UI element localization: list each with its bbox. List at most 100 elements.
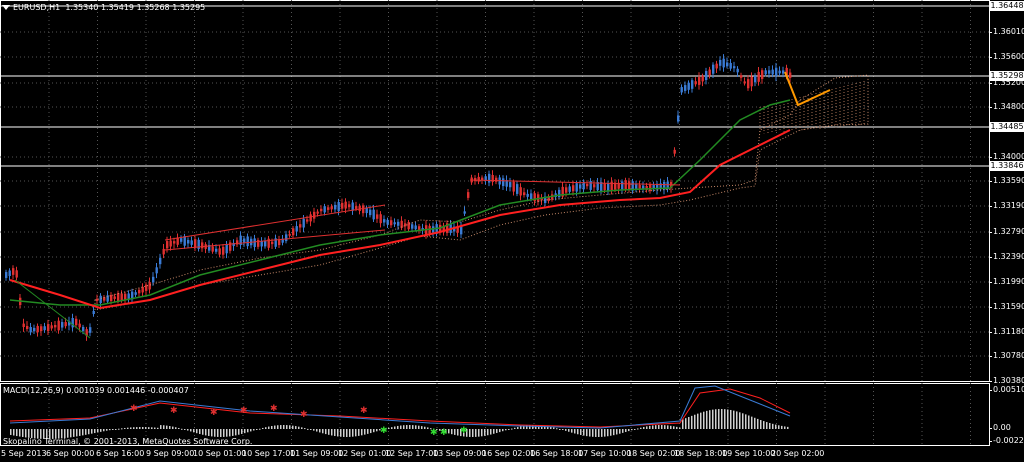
horizontal-line-price-label[interactable]: 1.33846: [990, 161, 1024, 171]
macd-histogram-bar: [28, 429, 30, 438]
candle-body: [635, 184, 638, 189]
candle-body: [253, 238, 256, 248]
time-tick: 9 Sep 09:00: [146, 449, 195, 458]
macd-histogram-bar: [430, 428, 432, 430]
candle-body: [64, 322, 67, 327]
candle-body: [327, 207, 330, 210]
macd-histogram-bar: [40, 429, 42, 439]
candle-body: [659, 183, 662, 190]
candle-body: [152, 276, 155, 283]
macd-histogram-bar: [721, 409, 723, 429]
macd-histogram-bar: [484, 429, 486, 436]
candle-body: [299, 224, 302, 228]
macd-histogram-bar: [364, 429, 366, 435]
macd-histogram-bar: [769, 422, 771, 429]
candle-body: [50, 325, 53, 329]
candle-body: [446, 223, 449, 233]
candle-body: [187, 240, 190, 244]
time-tick: 6 Sep 16:00: [96, 449, 145, 458]
macd-histogram-bar: [373, 429, 375, 433]
macd-histogram-bar: [613, 429, 615, 436]
candle-body: [768, 70, 771, 74]
candle-body: [544, 196, 547, 203]
candle-body: [621, 181, 624, 190]
trend-line: [164, 204, 386, 241]
macd-histogram-bar: [193, 429, 195, 433]
candle-body: [40, 326, 43, 332]
macd-histogram-bar: [244, 429, 246, 434]
macd-histogram-bar: [781, 425, 783, 429]
macd-histogram-bar: [637, 428, 639, 430]
macd-histogram-bar: [394, 426, 396, 429]
candle-body: [771, 69, 774, 75]
time-tick: 10 Sep 01:00: [193, 449, 247, 458]
candle-body: [649, 184, 652, 191]
candle-body: [320, 208, 323, 212]
macd-histogram-bar: [766, 422, 768, 429]
candle-body: [572, 185, 575, 192]
macd-histogram-bar: [91, 429, 93, 434]
candle-body: [194, 239, 197, 248]
macd-histogram-bar: [37, 429, 39, 439]
macd-histogram-bar: [106, 429, 108, 431]
horizontal-line-price-label[interactable]: 1.34485: [990, 122, 1024, 132]
macd-histogram-bar: [547, 426, 549, 429]
price-tick: 1.36010: [988, 27, 1024, 37]
candle-body: [694, 81, 697, 85]
candle-body: [351, 202, 354, 211]
macd-histogram-bar: [304, 428, 306, 430]
macd-histogram-bar: [583, 429, 585, 436]
candle-body: [785, 67, 788, 77]
macd-pane[interactable]: [0, 383, 990, 446]
candle-body: [677, 115, 680, 122]
macd-histogram-bar: [382, 429, 384, 430]
candle-body: [586, 184, 589, 187]
macd-histogram-bar: [289, 425, 291, 429]
candle-body: [715, 63, 718, 69]
horizontal-line-price-label[interactable]: 1.36448: [990, 1, 1024, 11]
symbol-header[interactable]: EURUSD,H1 1.35340 1.35419 1.35268 1.3529…: [2, 3, 205, 13]
candle-body: [701, 75, 704, 82]
macd-histogram-bar: [25, 429, 27, 438]
macd-histogram-bar: [376, 429, 378, 432]
moving-average-slow: [9, 129, 791, 310]
macd-histogram-bar: [556, 428, 558, 430]
candle-body: [757, 71, 760, 82]
candle-body: [145, 284, 148, 291]
trend-line: [469, 179, 681, 186]
chevron-down-icon[interactable]: [2, 5, 10, 10]
candle-body: [288, 233, 291, 236]
buy-arrow-icon: ✱: [430, 428, 438, 438]
candle-body: [663, 181, 666, 190]
macd-histogram-bar: [334, 429, 336, 437]
macd-histogram-bar: [784, 426, 786, 429]
candle-body: [148, 282, 151, 290]
candle-body: [355, 206, 358, 209]
macd-histogram-bar: [352, 429, 354, 437]
candle-body: [638, 184, 641, 190]
macd-histogram-bar: [319, 429, 321, 433]
price-pane[interactable]: [0, 0, 990, 382]
price-tick: 1.32390: [988, 252, 1024, 262]
candle-body: [323, 206, 326, 213]
macd-histogram-bar: [754, 417, 756, 429]
macd-histogram-bar: [43, 429, 45, 439]
candle-body: [218, 248, 221, 255]
candle-body: [103, 297, 106, 301]
candle-body: [467, 192, 470, 198]
macd-histogram-bar: [124, 427, 126, 429]
macd-histogram-bar: [412, 425, 414, 429]
candle-body: [400, 220, 403, 228]
candle-body: [393, 222, 396, 225]
time-tick: 11 Sep 09:00: [290, 449, 344, 458]
macd-histogram-bar: [778, 425, 780, 429]
macd-histogram-bar: [166, 425, 168, 429]
macd-histogram-bar: [163, 425, 165, 429]
candle-body: [257, 239, 260, 247]
candle-body: [201, 242, 204, 249]
macd-histogram-bar: [190, 429, 192, 432]
macd-histogram-bar: [343, 429, 345, 437]
macd-histogram-bar: [175, 427, 177, 429]
macd-histogram-bar: [574, 429, 576, 434]
